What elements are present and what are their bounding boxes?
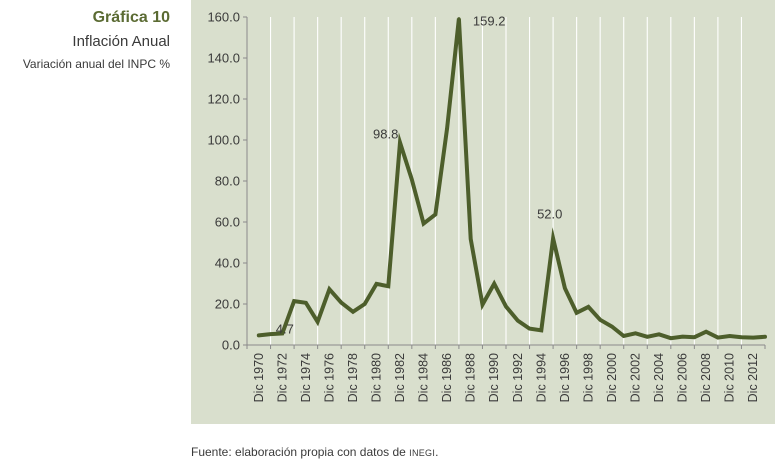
data-point [410, 177, 414, 181]
x-tick-label: Dic 1992 [511, 353, 525, 402]
chart-number: Gráfica 10 [92, 9, 170, 26]
data-point [445, 126, 449, 130]
data-point [563, 286, 567, 290]
data-point [375, 282, 378, 286]
x-tick-label: Dic 1982 [393, 353, 407, 402]
source-suffix: . [435, 445, 439, 459]
data-point [327, 287, 331, 291]
data-point [469, 237, 473, 241]
data-point [257, 333, 261, 337]
data-point [586, 305, 590, 309]
y-tick-label: 80.0 [215, 174, 240, 189]
y-tick-label: 60.0 [215, 215, 240, 230]
data-point [622, 334, 626, 338]
x-tick-label: Dic 1976 [322, 353, 336, 402]
x-tick-label: Dic 1986 [440, 353, 454, 402]
data-point [645, 335, 649, 339]
data-point [681, 335, 685, 339]
y-tick-label: 0.0 [222, 338, 240, 353]
data-point [610, 325, 614, 329]
data-point [363, 302, 367, 306]
x-tick-label: Dic 1972 [275, 353, 289, 402]
x-tick-label: Dic 1990 [487, 353, 501, 402]
data-label: 4.7 [276, 321, 294, 336]
x-tick-label: Dic 2006 [676, 353, 690, 402]
data-point [304, 301, 308, 305]
y-tick-label: 100.0 [207, 133, 240, 148]
x-tick-label: Dic 2004 [652, 353, 666, 402]
data-point [457, 17, 461, 21]
data-point [539, 328, 543, 332]
data-point [669, 336, 673, 340]
data-point [763, 335, 767, 339]
y-tick-label: 160.0 [207, 10, 240, 25]
data-point [740, 335, 743, 339]
data-point [351, 310, 355, 314]
x-tick-label: Dic 1996 [558, 353, 572, 402]
data-point [692, 335, 696, 339]
x-tick-label: Dic 1984 [417, 353, 431, 402]
x-tick-label: Dic 1974 [299, 353, 313, 402]
data-point [481, 303, 484, 307]
data-point [704, 330, 708, 334]
data-point [528, 327, 531, 331]
y-tick-label: 120.0 [207, 92, 240, 107]
source-prefix: Fuente: elaboración propia con datos de [191, 445, 410, 459]
x-tick-label: Dic 1998 [581, 353, 595, 402]
chart-title: Inflación Anual [72, 33, 170, 50]
data-point [598, 318, 602, 322]
source-org: INEGI [409, 448, 436, 458]
data-point [398, 141, 402, 144]
data-point [339, 301, 343, 305]
x-tick-label: Dic 2002 [629, 353, 643, 402]
data-point [634, 331, 637, 335]
data-point [728, 334, 732, 338]
y-tick-label: 40.0 [215, 256, 240, 271]
data-label: 98.8 [373, 126, 398, 141]
data-point [433, 212, 437, 216]
data-point [269, 332, 272, 336]
data-point [280, 332, 284, 335]
data-point [551, 236, 555, 240]
data-point [292, 299, 296, 303]
data-point [422, 222, 426, 226]
data-label: 159.2 [473, 14, 506, 29]
x-tick-label: Dic 2010 [723, 353, 737, 402]
data-label: 52.0 [537, 206, 562, 221]
data-point [386, 284, 390, 288]
chart-subtitle: Variación anual del INPC % [22, 57, 170, 71]
data-point [716, 336, 720, 340]
source-note: Fuente: elaboración propia con datos de … [191, 445, 439, 459]
data-point [751, 336, 755, 340]
data-point [504, 305, 508, 308]
y-tick-label: 140.0 [207, 51, 240, 66]
data-point [316, 320, 320, 324]
x-tick-label: Dic 2000 [605, 353, 619, 402]
x-tick-label: Dic 2008 [699, 353, 713, 402]
data-point [575, 311, 579, 315]
x-tick-label: Dic 1980 [370, 353, 384, 402]
x-tick-label: Dic 2012 [746, 353, 760, 402]
data-point [657, 332, 661, 336]
x-tick-label: Dic 1978 [346, 353, 360, 402]
series-line [256, 18, 767, 341]
x-tick-label: Dic 1994 [534, 353, 548, 402]
inflation-line-chart: 0.0 20.0 40.0 60.0 80.0 100.0 120.0 140.0 160.0 D… [207, 10, 767, 402]
x-tick-label: Dic 1970 [252, 353, 266, 402]
data-point [516, 319, 520, 323]
x-tick-label: Dic 1988 [464, 353, 478, 402]
data-point [492, 282, 496, 286]
y-tick-label: 20.0 [215, 297, 240, 312]
